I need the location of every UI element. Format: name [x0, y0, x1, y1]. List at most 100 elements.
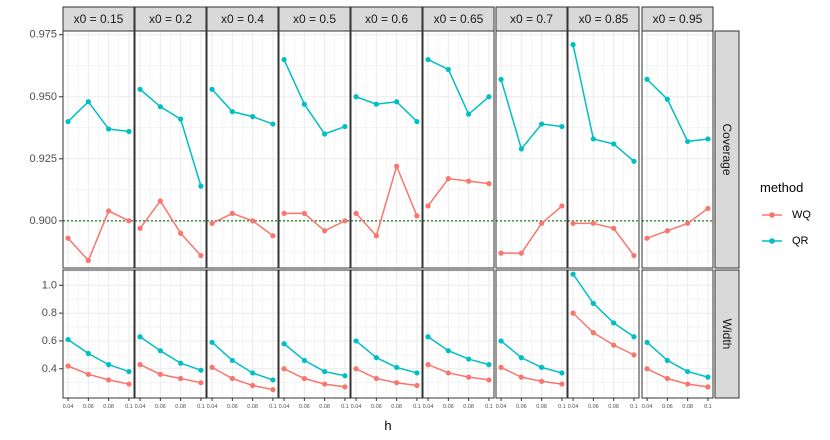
- panel-coverage-3: [206, 30, 279, 269]
- data-point-qr: [65, 118, 71, 125]
- y-tick-label: 0.900: [29, 215, 57, 227]
- data-point-qr: [250, 370, 256, 376]
- series-line-qr: [67, 338, 130, 373]
- data-point-wq: [611, 342, 617, 348]
- data-point-wq: [126, 218, 132, 224]
- series-line-wq: [211, 212, 274, 237]
- data-point-wq: [209, 220, 215, 226]
- series-line-wq: [284, 212, 346, 232]
- data-point-qr: [518, 355, 524, 361]
- panel-border: [495, 269, 568, 399]
- column-strip-label: x0 = 0.4: [221, 12, 264, 26]
- data-point-wq: [342, 384, 348, 390]
- column-strips: x0 = 0.15 x0 = 0.2 x0 = 0.4 x0 = 0.5 x0 = 0.…: [62, 6, 714, 32]
- column-strip-2: x0 = 0.2: [134, 6, 207, 32]
- x-tick-label: 0.04: [642, 404, 653, 410]
- series-line-wq: [283, 368, 346, 388]
- data-point-wq: [157, 198, 163, 204]
- series-line-qr: [67, 100, 130, 133]
- row-strip-width: Width: [714, 269, 740, 399]
- data-point-qr: [353, 338, 359, 344]
- x-tick-label: 0.08: [247, 404, 258, 410]
- column-strip-label: x0 = 0.65: [434, 12, 484, 26]
- column-strip-label: x0 = 0.85: [579, 12, 629, 26]
- data-point-qr: [559, 123, 565, 130]
- data-point-qr: [631, 334, 637, 340]
- panel-coverage-9: [641, 30, 714, 269]
- x-tick-label: 0.06: [371, 404, 382, 410]
- column-strip-7: x0 = 0.7: [495, 6, 568, 32]
- data-point-wq: [518, 374, 524, 380]
- series-line-qr: [139, 88, 202, 187]
- panel-coverage-4: [278, 30, 351, 269]
- legend-item-qr: QR: [762, 235, 809, 247]
- data-point-qr: [590, 136, 596, 142]
- data-point-qr: [611, 320, 617, 326]
- series-line-wq: [355, 368, 418, 387]
- panel-width-6: [422, 269, 495, 399]
- x-tick-label: 0.04: [351, 404, 362, 410]
- column-strip-label: x0 = 0.95: [653, 12, 703, 26]
- strip-background: [641, 6, 714, 32]
- data-point-wq: [445, 370, 451, 376]
- x-tick-label: 0.04: [423, 404, 434, 410]
- series-line-qr: [572, 273, 635, 338]
- series-line-qr: [139, 336, 202, 371]
- panel-width-4: [278, 269, 351, 399]
- column-strip-label: x0 = 0.6: [365, 12, 408, 26]
- x-tick-label: 0.08: [608, 404, 619, 410]
- data-point-qr: [353, 94, 359, 100]
- data-point-wq: [281, 210, 287, 217]
- strip-background: [714, 30, 740, 269]
- x-tick-label: 0.08: [463, 404, 474, 410]
- x-tick-label: 0.04: [496, 404, 507, 410]
- x-tick-label: 0.06: [588, 404, 599, 410]
- panel-border: [62, 269, 135, 399]
- data-point-qr: [178, 116, 184, 122]
- data-point-qr: [705, 374, 711, 380]
- data-point-qr: [559, 370, 565, 376]
- data-point-qr: [126, 128, 132, 135]
- data-point-wq: [65, 235, 71, 241]
- data-point-qr: [137, 86, 143, 92]
- column-strip-3: x0 = 0.4: [206, 6, 279, 32]
- data-point-wq: [322, 381, 328, 387]
- series-line-wq: [427, 177, 490, 207]
- series-line-qr: [427, 336, 490, 366]
- data-point-qr: [198, 367, 204, 373]
- data-point-qr: [664, 357, 670, 364]
- panel-border: [422, 269, 495, 399]
- legend-item-wq: WQ: [762, 209, 811, 221]
- column-strip-6: x0 = 0.65: [422, 6, 495, 32]
- series-line-qr: [646, 78, 709, 143]
- data-point-wq: [590, 220, 596, 226]
- data-point-wq: [570, 220, 576, 226]
- panel-border: [567, 269, 640, 399]
- x-tick-label: 0.1: [341, 404, 349, 410]
- data-point-wq: [301, 375, 307, 382]
- data-point-qr: [373, 101, 379, 107]
- y-tick-label: 0.4: [42, 363, 57, 375]
- x-axis-title: h: [384, 418, 391, 433]
- data-point-wq: [498, 364, 504, 370]
- data-point-wq: [631, 352, 637, 358]
- x-tick-label: 0.04: [207, 404, 218, 410]
- y-tick-label: 0.8: [42, 307, 57, 319]
- data-point-wq: [65, 363, 71, 369]
- x-tick-label: 0.06: [443, 404, 454, 410]
- panel-coverage-2: [134, 30, 207, 269]
- data-point-qr: [486, 94, 492, 100]
- data-point-wq: [498, 250, 504, 256]
- panel-coverage-6: [422, 30, 495, 269]
- series-line-qr: [572, 44, 635, 162]
- data-point-wq: [539, 378, 545, 384]
- strip-background: [62, 6, 135, 32]
- data-point-qr: [611, 141, 617, 147]
- column-strip-label: x0 = 0.2: [149, 12, 192, 26]
- panel-width-8: [567, 269, 640, 399]
- panel-border: [641, 269, 714, 399]
- data-point-wq: [353, 366, 359, 372]
- data-point-qr: [414, 370, 420, 376]
- legend-title: method: [760, 180, 803, 195]
- data-point-qr: [539, 364, 545, 370]
